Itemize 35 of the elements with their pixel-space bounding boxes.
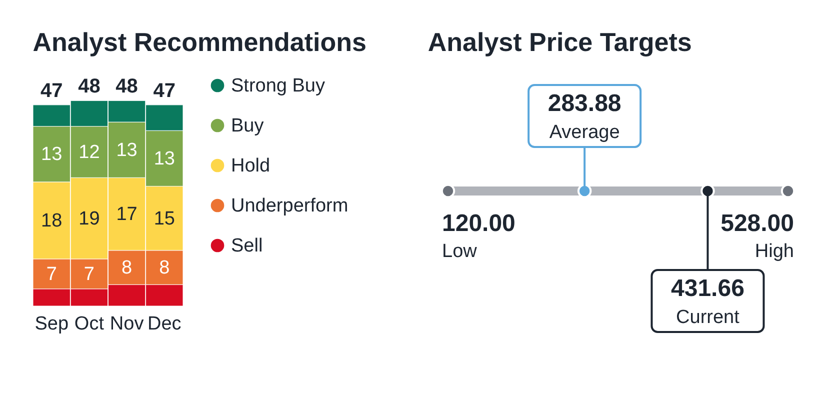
x-tick-label: Nov (110, 314, 144, 334)
legend-label: Strong Buy (231, 76, 326, 96)
data-label: 8 (159, 257, 170, 278)
data-label: 18 (41, 210, 62, 232)
category-label: Average (549, 122, 620, 143)
legend-label: Underperform (231, 196, 348, 216)
legend-label: Buy (231, 116, 264, 136)
data-label: 13 (41, 144, 62, 166)
legend-label: Hold (231, 156, 270, 176)
data-label: 283.88 (548, 90, 622, 117)
text: Analyst Price Targets (428, 27, 692, 57)
category-label: Low (442, 241, 478, 262)
data-label: 17 (116, 204, 138, 226)
x-tick-label: Sep (34, 314, 69, 334)
total-label: 48 (116, 76, 138, 98)
data-label: 7 (84, 264, 94, 285)
data-label: 12 (78, 142, 100, 163)
data-label: 15 (154, 208, 175, 230)
data-label: 13 (116, 140, 138, 161)
data-label: 8 (122, 257, 132, 278)
data-label: 7 (46, 264, 57, 285)
total-label: 47 (40, 80, 63, 102)
category-label: Current (676, 307, 740, 328)
data-label: 19 (78, 208, 100, 230)
data-label: 120.00 (442, 210, 516, 237)
data-label: 13 (154, 148, 175, 170)
data-label: 528.00 (720, 210, 794, 237)
x-tick-label: Oct (74, 314, 105, 334)
data-label: 431.66 (671, 275, 744, 302)
total-label: 48 (78, 76, 100, 98)
chart-title: Analyst Recommendations (32, 27, 366, 57)
x-tick-label: Dec (147, 314, 182, 334)
total-label: 47 (153, 80, 176, 102)
legend-label: Sell (231, 236, 263, 256)
category-label: High (754, 241, 794, 262)
